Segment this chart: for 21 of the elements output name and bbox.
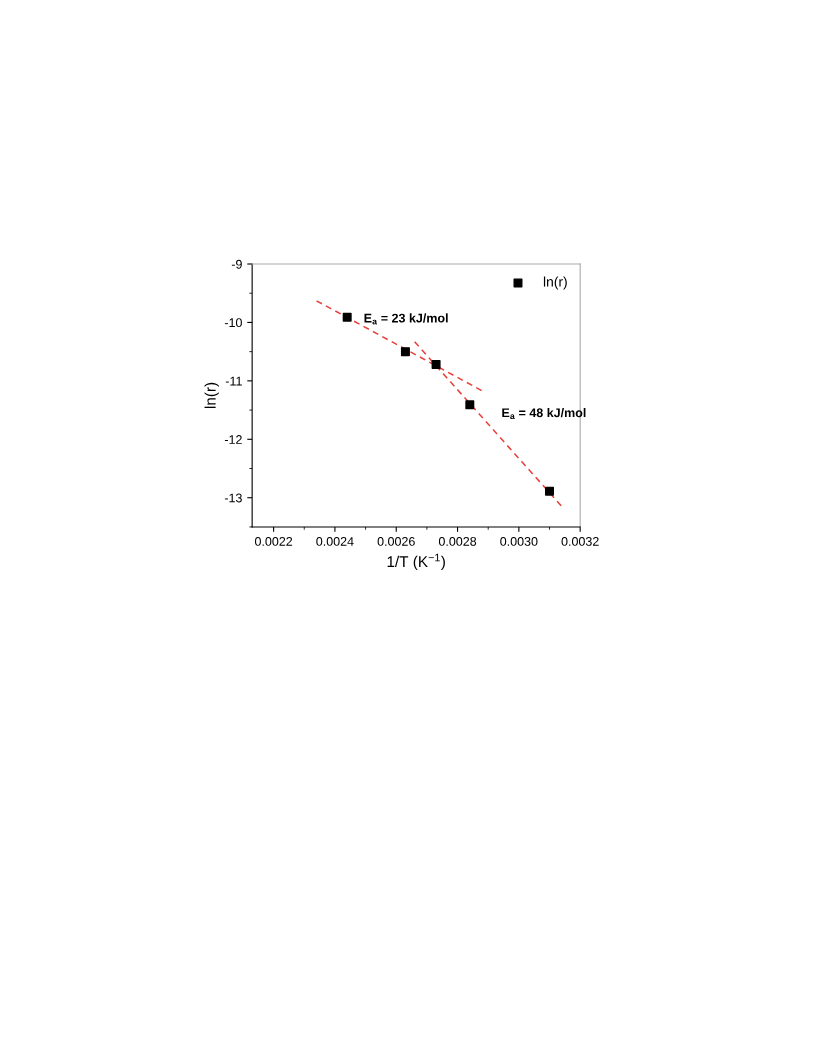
legend-label: ln(r) <box>543 276 567 290</box>
point <box>342 312 352 322</box>
y-axis-title: ln(r) <box>204 382 219 409</box>
point <box>400 347 410 357</box>
point <box>545 486 555 496</box>
y-tick-label: -12 <box>224 435 242 444</box>
y-tick-label: -13 <box>224 493 242 503</box>
x-tick-label: 0.0028 <box>438 537 477 546</box>
point <box>465 400 475 410</box>
x-tick-label: 0.0026 <box>377 537 415 546</box>
x-tick-label: 0.0024 <box>316 537 354 546</box>
x-tick-label: 0.0032 <box>561 537 599 546</box>
y-tick-label: -10 <box>224 318 242 328</box>
point <box>431 360 441 370</box>
y-tick-label: -11 <box>225 376 242 386</box>
annotation: E$_{a}$ = 48 kJ/mol <box>502 407 586 420</box>
annotation: E$_{a}$ = 23 kJ/mol <box>364 313 448 325</box>
x-tick-label: 0.0022 <box>254 537 293 546</box>
x-tick-label: 0.0030 <box>500 537 538 546</box>
y-tick-label: -9 <box>231 259 242 269</box>
x-axis-title: 1/T (K$^{−1}$) <box>387 553 445 571</box>
